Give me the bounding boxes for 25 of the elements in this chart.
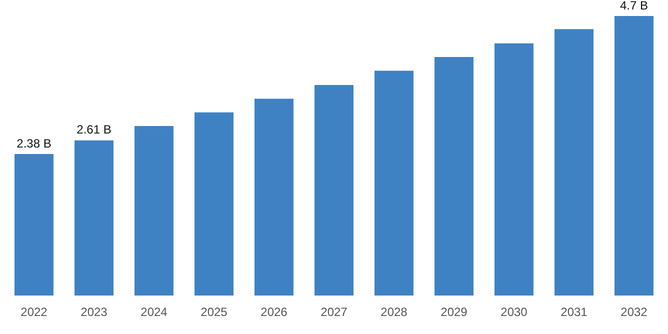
- x-tick-label: 2028: [380, 305, 408, 320]
- bar: [434, 57, 474, 296]
- data-label: 2.38 B: [16, 136, 52, 150]
- data-label: 4.7 B: [620, 0, 648, 12]
- bar: [14, 154, 54, 296]
- x-tick-label: 2024: [140, 305, 168, 320]
- x-tick-label: 2023: [80, 305, 108, 320]
- bar: [134, 126, 174, 296]
- bar: [554, 29, 594, 296]
- x-tick-label: 2032: [620, 305, 648, 320]
- x-tick-label: 2029: [440, 305, 468, 320]
- bar: [374, 70, 414, 296]
- x-tick-label: 2027: [320, 305, 348, 320]
- x-tick-label: 2031: [560, 305, 588, 320]
- x-tick-label: 2030: [500, 305, 528, 320]
- x-tick-label: 2026: [260, 305, 288, 320]
- bar: [614, 16, 654, 296]
- bar: [314, 85, 354, 296]
- bar: [74, 140, 114, 296]
- data-label: 2.61 B: [76, 122, 112, 137]
- x-tick-label: 2025: [200, 305, 228, 320]
- bar: [494, 43, 534, 296]
- bar: [254, 98, 294, 296]
- bar: [194, 112, 234, 296]
- x-tick-label: 2022: [20, 305, 48, 320]
